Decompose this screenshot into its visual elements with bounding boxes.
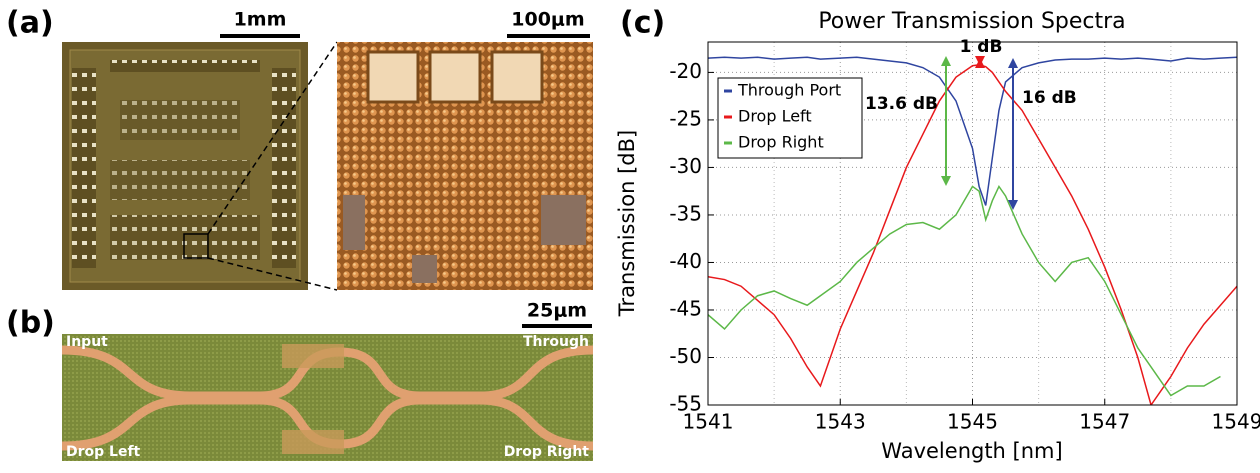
y-tick-label: -35 [669,201,702,225]
panel-label: (b) [6,306,55,341]
scale-label: 25μm [527,300,587,322]
legend-label: Drop Left [738,107,812,126]
y-tick-label: -45 [669,296,702,320]
port-label: Drop Left [66,444,141,460]
scale-label: 100μm [511,9,584,31]
panel-label: (c) [620,6,665,41]
chip-photo [62,42,308,290]
annotation: 13.6 dB [865,94,938,114]
port-label: Through [523,334,589,350]
y-tick-label: -30 [669,154,702,178]
x-tick-label: 1549 [1212,410,1260,434]
y-tick-label: -40 [669,249,702,273]
annotation: 1 dB [960,37,1003,57]
port-label: Input [66,334,108,350]
panel-label: (a) [6,6,54,41]
waveguide-photo [62,334,593,461]
port-label: Drop Right [504,444,590,460]
legend-label: Through Port [737,81,841,100]
y-tick-label: -50 [669,344,702,368]
zoom-photo [337,42,593,290]
y-tick-label: -25 [669,106,702,130]
x-tick-label: 1543 [815,410,866,434]
x-tick-label: 1547 [1079,410,1130,434]
figure: (a) 1mm 100μm (b) 25μm Input Through Dro… [0,0,1260,469]
legend-label: Drop Right [738,133,824,152]
y-tick-label: -55 [669,392,702,416]
chart-title: Power Transmission Spectra [818,9,1125,34]
y-axis-title: Transmission [dB] [615,130,639,317]
x-tick-label: 1545 [947,410,998,434]
y-tick-label: -20 [669,59,702,83]
annotation: 16 dB [1022,88,1077,108]
scale-label: 1mm [234,9,287,31]
x-axis-title: Wavelength [nm] [881,439,1062,463]
